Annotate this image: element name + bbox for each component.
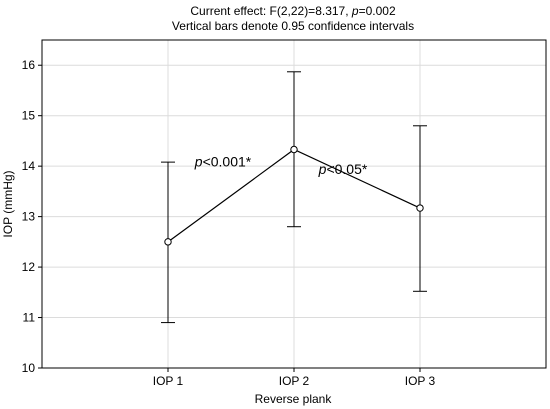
plot-frame xyxy=(41,39,547,369)
y-tick-label: 13 xyxy=(22,210,36,224)
p-symbol: p xyxy=(194,154,203,170)
x-tick-label: IOP 3 xyxy=(405,374,436,388)
y-tick-label: 15 xyxy=(22,109,36,123)
data-point xyxy=(290,145,298,154)
series xyxy=(161,71,427,324)
p-value-text: <0.001* xyxy=(203,154,252,170)
p-value-text: <0.05* xyxy=(326,161,367,177)
y-axis-title: IOP (mmHg) xyxy=(1,170,15,237)
x-tick-label: IOP 1 xyxy=(153,374,184,388)
p-value-annotation: p<0.05* xyxy=(318,161,368,177)
annotations: p<0.001* p<0.05* xyxy=(194,154,368,177)
y-axis-ticks: 10 11 12 13 14 15 16 xyxy=(22,58,42,375)
y-tick-label: 12 xyxy=(22,260,36,274)
y-tick-label: 11 xyxy=(23,311,36,325)
chart-title-line2: Vertical bars denote 0.95 confidence int… xyxy=(172,19,414,33)
y-tick-label: 14 xyxy=(22,159,36,173)
data-point xyxy=(164,238,172,246)
chart-title-line1: Current effect: F(2,22)=8.317, p=0.002 xyxy=(190,4,396,18)
y-tick-label: 10 xyxy=(22,361,36,375)
x-tick-label: IOP 2 xyxy=(279,374,310,388)
p-symbol: p xyxy=(318,161,327,177)
y-tick-label: 16 xyxy=(22,58,36,72)
x-axis-title: Reverse plank xyxy=(255,392,333,406)
data-point xyxy=(416,204,424,212)
x-axis-ticks: IOP 1 IOP 2 IOP 3 xyxy=(153,368,436,388)
p-value-annotation: p<0.001* xyxy=(194,154,252,170)
